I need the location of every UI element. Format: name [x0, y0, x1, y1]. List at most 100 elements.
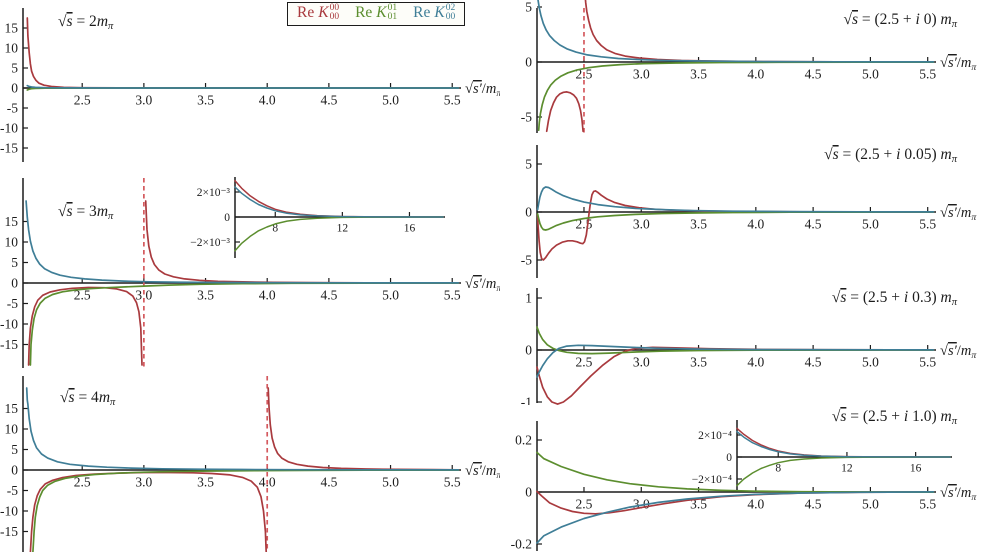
legend-k-symbol: K	[434, 4, 445, 21]
x-tick-label: 4.5	[805, 497, 822, 512]
x-tick-label: 3.5	[690, 355, 707, 370]
y-tick-label: 0	[525, 55, 532, 70]
y-tick-label: 0	[11, 463, 18, 478]
y-tick-label: -15	[0, 337, 18, 352]
x-tick-label: 4.0	[747, 217, 764, 232]
curve-K00-main-L2	[27, 286, 143, 366]
y-tick-label: -5	[521, 253, 532, 268]
curve-K02-main-R3	[536, 344, 935, 378]
y-tick-label: 2×10⁻³	[197, 187, 231, 199]
curve-K01-main-L3	[32, 469, 460, 552]
x-axis-label-R4: √s′/mπ	[940, 485, 977, 503]
y-tick-label: 15	[5, 401, 19, 416]
curve-K02-main-L1	[26, 84, 460, 89]
panel-title-R2: √s = (2.5 + i 0.05) mπ	[824, 146, 958, 165]
x-tick-label: 8	[272, 223, 278, 235]
panel-title-R4: √s = (2.5 + i 1.0) mπ	[832, 408, 958, 427]
y-tick-label: 15	[5, 21, 19, 36]
x-tick-label: 5.5	[919, 217, 936, 232]
legend-re-label: Re	[355, 4, 373, 21]
y-tick-label: 0	[525, 343, 532, 358]
y-tick-label: 0	[224, 212, 230, 224]
y-tick-label: -15	[0, 524, 18, 539]
y-tick-label: -0.2	[511, 537, 532, 552]
y-tick-label: −2×10⁻³	[190, 237, 230, 249]
x-tick-label: 4.0	[747, 67, 764, 82]
x-tick-label: 12	[841, 463, 853, 475]
y-tick-label: 5	[11, 442, 18, 457]
x-tick-label: 3.0	[633, 355, 650, 370]
x-tick-label: 5.0	[862, 355, 879, 370]
legend-item-K00: Re K 00 00	[297, 3, 340, 22]
legend-item-K02: Re K 02 00	[413, 3, 456, 22]
curve-K01-main-R1	[537, 61, 935, 132]
y-tick-label: -5	[7, 296, 18, 311]
x-tick-label: 5.0	[862, 67, 879, 82]
panel-title-L3: √s = 4mπ	[60, 389, 116, 408]
curve-K01-main-R2	[536, 211, 935, 231]
y-tick-label: -10	[0, 121, 18, 136]
panel-title-L2: √s = 3mπ	[58, 203, 114, 222]
y-tick-label: 0.2	[515, 433, 532, 448]
x-tick-label: 3.5	[690, 67, 707, 82]
legend-k-scripts: 02 00	[446, 3, 456, 22]
legend: Re K 00 00 Re K 01 01 Re K 02 00	[287, 2, 466, 26]
plot-R2: 2.5 3.0 3.5 4.0 4.5 5.0 5.550-5√s′/mπ√s = (2.5…	[521, 145, 977, 278]
inset-axes-R4: 8 12 16 2×10⁻⁴ 0 −2×10⁻⁴	[692, 420, 952, 490]
legend-k-symbol: K	[376, 4, 387, 21]
legend-k-scripts: 01 01	[388, 3, 398, 22]
x-axis-label-L2: √s′/mπ	[465, 276, 500, 294]
x-tick-label: 2.5	[74, 288, 91, 303]
y-tick-label: -5	[521, 110, 532, 125]
y-tick-label: −2×10⁻⁴	[692, 474, 732, 486]
x-tick-label: 8	[775, 463, 781, 475]
x-tick-label: 3.0	[135, 288, 152, 303]
y-tick-label: 5	[11, 255, 18, 270]
inset-L2: 8 12 16 2×10⁻³ 0 −2×10⁻³	[190, 177, 445, 258]
curve-K02-inset-R4	[736, 430, 951, 458]
y-tick-label: -1	[521, 395, 532, 405]
y-tick-label: 0	[525, 205, 532, 220]
x-tick-label: 2.5	[576, 355, 593, 370]
panel-title-R1: √s = (2.5 + i 0) mπ	[843, 11, 957, 30]
x-tick-label: 5.5	[919, 67, 936, 82]
x-tick-label: 4.5	[320, 475, 337, 490]
panel-L2: 2.5 3.0 3.5 4.0 4.5 5.0 5.5 15 10 5 0 -5 -10 -15 √s′/m…	[0, 168, 500, 370]
legend-k-subscript: 00	[329, 12, 340, 22]
x-tick-label: 4.5	[805, 67, 822, 82]
curve-K00-main-R1	[584, 0, 935, 63]
y-tick-label: -5	[7, 101, 18, 116]
x-tick-label: 3.0	[633, 217, 650, 232]
y-tick-label: 0	[726, 452, 732, 464]
x-tick-label: 5.5	[444, 288, 461, 303]
x-tick-label: 4.0	[259, 93, 276, 108]
x-tick-label: 3.0	[135, 475, 152, 490]
main-axes-L1: 2.5 3.0 3.5 4.0 4.5 5.0 5.5 15 10 5 0 -5 -10 -15	[0, 8, 461, 162]
x-tick-label: 4.0	[259, 288, 276, 303]
y-tick-label: 10	[5, 41, 19, 56]
x-tick-label: 4.5	[805, 217, 822, 232]
y-tick-label: 0	[525, 485, 532, 500]
x-tick-label: 4.5	[805, 355, 822, 370]
x-tick-label: 3.5	[197, 93, 214, 108]
curve-K01-main-R4	[536, 451, 935, 493]
y-tick-label: 10	[5, 235, 19, 250]
panel-R3: 2.5 3.0 3.5 4.0 4.5 5.0 5.5 1 0 -1 √s′/mπ √s = (2.5…	[500, 280, 1000, 405]
x-axis-label-R1: √s′/mπ	[940, 55, 977, 73]
legend-k-scripts: 00 00	[329, 3, 340, 22]
y-tick-label: 1	[525, 291, 532, 306]
legend-re-label: Re	[413, 4, 431, 21]
x-tick-label: 16	[910, 463, 922, 475]
curve-K00-main-R1	[545, 91, 584, 133]
y-tick-label: 5	[525, 157, 532, 172]
x-tick-label: 4.0	[747, 355, 764, 370]
x-tick-label: 3.5	[197, 475, 214, 490]
inset-R4: 8 12 16 2×10⁻⁴ 0 −2×10⁻⁴	[692, 420, 952, 490]
legend-item-K01: Re K 01 01	[355, 3, 398, 22]
x-tick-label: 5.5	[444, 93, 461, 108]
y-tick-label: -15	[0, 141, 18, 156]
x-tick-label: 5.0	[382, 288, 399, 303]
plot-L3: 2.5 3.0 3.5 4.0 4.5 5.0 5.5151050-5-10-15√s′/m…	[0, 376, 500, 552]
y-tick-label: -10	[0, 317, 18, 332]
